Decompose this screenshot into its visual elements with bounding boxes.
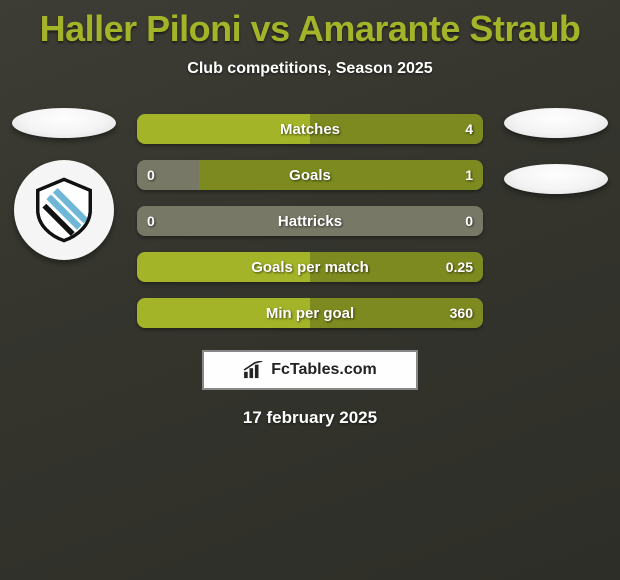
stat-label: Matches [137,114,483,144]
player-photo-placeholder-left [12,108,116,138]
stat-value-right: 0.25 [446,252,473,282]
stat-label: Goals per match [137,252,483,282]
date-text: 17 february 2025 [0,408,620,428]
stat-value-right: 1 [465,160,473,190]
stat-value-left: 0 [147,160,155,190]
brand-box[interactable]: FcTables.com [202,350,418,390]
page-title: Haller Piloni vs Amarante Straub [0,8,620,50]
stat-label: Hattricks [137,206,483,236]
stat-label: Goals [137,160,483,190]
stat-value-left: 0 [147,206,155,236]
stat-label: Min per goal [137,298,483,328]
club-badge-left [14,160,114,260]
player-photo-placeholder-right-2 [504,164,608,194]
stats-area: Matches4Goals01Hattricks00Goals per matc… [0,114,620,328]
stat-row: Matches4 [137,114,483,144]
stat-row: Min per goal360 [137,298,483,328]
stat-row: Goals0 1 [137,160,483,190]
stat-rows: Matches4Goals01Hattricks00Goals per matc… [137,114,483,328]
right-player-column [496,108,616,194]
stat-value-right: 4 [465,114,473,144]
player-photo-placeholder-right-1 [504,108,608,138]
shield-icon [29,175,99,245]
stat-value-right: 0 [465,206,473,236]
page-subtitle: Club competitions, Season 2025 [0,60,620,78]
page-root: Haller Piloni vs Amarante Straub Club co… [0,0,620,428]
bar-chart-icon [243,361,265,379]
brand-text: FcTables.com [271,361,377,379]
stat-value-right: 360 [450,298,473,328]
stat-row: Hattricks0 0 [137,206,483,236]
stat-row: Goals per match0.25 [137,252,483,282]
left-player-column [4,108,124,260]
